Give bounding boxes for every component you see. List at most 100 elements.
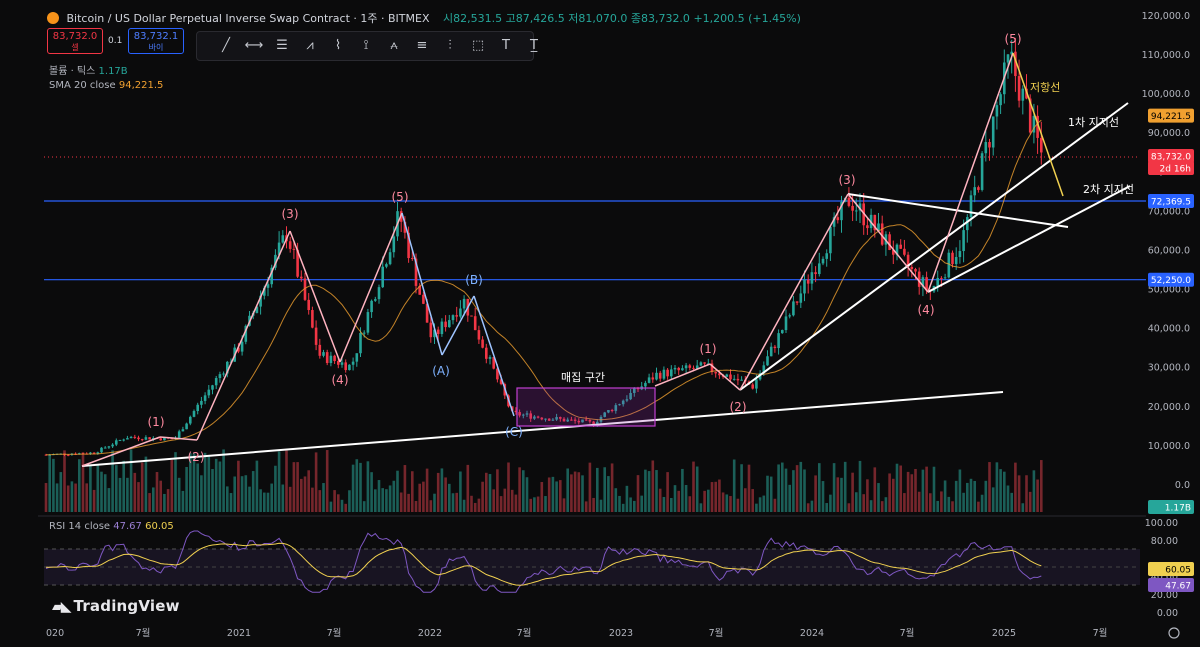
candle-body: [847, 197, 851, 206]
volume-bar: [766, 475, 769, 512]
candle-body: [755, 379, 758, 389]
abcd-icon[interactable]: ⟟: [363, 38, 369, 53]
candle-body: [655, 372, 658, 380]
volume-bar: [229, 493, 233, 512]
volume-bar: [181, 490, 185, 512]
candle-body: [559, 417, 562, 419]
volume-bar: [429, 500, 433, 512]
volume-bar: [544, 496, 547, 512]
volume-bar: [599, 499, 603, 512]
candle-body: [784, 316, 788, 331]
volume-bar: [962, 492, 965, 512]
volume-bar: [969, 478, 973, 512]
date-range-icon[interactable]: ⫶: [448, 38, 452, 53]
candle-body: [666, 369, 669, 377]
volume-bar: [300, 478, 303, 512]
candle-body: [736, 378, 740, 381]
settings-gear-icon[interactable]: [1168, 627, 1180, 639]
volume-bar: [418, 483, 421, 512]
volume-bar: [118, 477, 122, 512]
volume-bar: [925, 466, 928, 512]
fib-retracement-icon[interactable]: ⩘: [306, 38, 314, 53]
rectangle-icon[interactable]: ⬚: [471, 38, 485, 53]
candle-body: [647, 377, 651, 383]
y-tick-label: 50,000.0: [1148, 285, 1190, 296]
candle-body: [292, 248, 296, 250]
horizontal-ray-icon[interactable]: ⟷: [244, 38, 264, 53]
symbol-title[interactable]: Bitcoin / US Dollar Perpetual Inverse Sw…: [66, 12, 430, 25]
candle-body: [1006, 54, 1010, 63]
candle-body: [200, 400, 203, 405]
volume-bar: [288, 486, 292, 512]
support-line-2: [927, 185, 1131, 293]
candle-body: [237, 347, 240, 352]
volume-bar: [81, 452, 85, 512]
volume-bar: [296, 462, 299, 512]
candle-body: [314, 327, 318, 345]
anchored-text-icon[interactable]: T̲: [530, 38, 538, 53]
volume-legend[interactable]: 볼륨 · 틱스 1.17B: [49, 62, 128, 77]
sell-button[interactable]: 83,732.0 셀: [47, 28, 103, 54]
y-tick-label: 0.0: [1175, 480, 1190, 491]
candle-body: [851, 205, 854, 211]
volume-bar: [832, 463, 836, 512]
candle-body: [954, 257, 958, 265]
bitcoin-icon: [47, 12, 59, 24]
candle-body: [547, 418, 551, 421]
rsi-ma-tag: 60.05: [1165, 566, 1191, 576]
candle-body: [144, 437, 148, 440]
volume-bar: [958, 469, 962, 512]
volume-bar: [929, 493, 932, 512]
candle-body: [910, 266, 914, 270]
volume-bar: [877, 483, 880, 512]
candle-body: [525, 413, 529, 415]
volume-bar: [699, 503, 703, 512]
candle-body: [459, 308, 462, 317]
candle-body: [799, 293, 803, 303]
candle-body: [462, 298, 466, 309]
volume-bar: [806, 503, 810, 512]
volume-bar: [799, 461, 803, 512]
candle-body: [303, 278, 307, 300]
volume-bar: [684, 485, 688, 512]
volume-bar: [485, 472, 488, 512]
candle-body: [566, 419, 569, 422]
trend-line-icon[interactable]: ╱: [222, 38, 230, 53]
wave-path: [847, 193, 929, 293]
volume-bar: [381, 488, 384, 512]
volume-bar: [237, 460, 240, 512]
candle-body: [947, 252, 951, 278]
candle-body: [422, 294, 425, 304]
volume-bar: [507, 462, 510, 512]
volume-bar: [144, 456, 148, 512]
long-position-icon[interactable]: ≡: [416, 38, 428, 53]
text-tool-icon[interactable]: T: [502, 38, 510, 53]
volume-bar: [192, 453, 196, 512]
parallel-channel-icon[interactable]: ☰: [276, 38, 288, 53]
elliott-abc-icon[interactable]: ⩜: [390, 38, 398, 53]
candle-body: [899, 244, 902, 249]
volume-bar: [603, 467, 606, 512]
volume-bar: [126, 477, 129, 512]
candle-body: [573, 419, 577, 421]
countdown-tag: 2d 16h: [1160, 165, 1191, 175]
volume-bar: [851, 472, 854, 512]
candle-body: [825, 253, 828, 259]
volume-bar: [466, 464, 470, 512]
volume-bar: [403, 465, 407, 512]
buy-button[interactable]: 83,732.1 바이: [128, 28, 184, 54]
volume-bar: [577, 472, 581, 512]
volume-bar: [666, 472, 669, 512]
candle-body: [111, 444, 114, 447]
candle-body: [684, 365, 688, 369]
sma-legend[interactable]: SMA 20 close 94,221.5: [49, 80, 163, 91]
volume-bar: [510, 489, 514, 512]
elliott-icon[interactable]: ⌇: [334, 38, 342, 53]
rsi-legend[interactable]: RSI 14 close 47.67 60.05: [49, 521, 174, 532]
volume-bar: [932, 466, 936, 512]
support-line-1: [739, 102, 1129, 391]
volume-bar: [547, 477, 551, 512]
candle-body: [196, 404, 199, 412]
volume-bar: [496, 469, 499, 512]
